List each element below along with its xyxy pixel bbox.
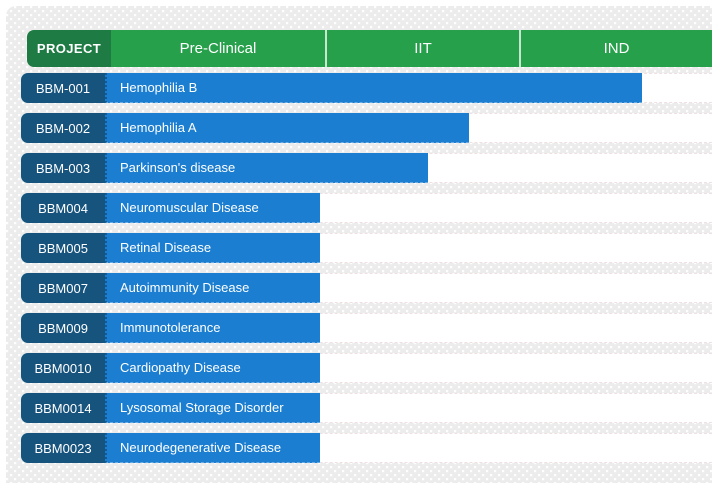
project-id-label: BBM009: [21, 313, 105, 343]
stage-progress-bar: Hemophilia B: [105, 73, 642, 103]
stage-progress-bar: Retinal Disease: [105, 233, 320, 263]
project-id-label: BBM004: [21, 193, 105, 223]
pipeline-row: BBM005 Retinal Disease: [21, 233, 712, 263]
project-id-label: BBM-003: [21, 153, 105, 183]
project-id-label: BBM0010: [21, 353, 105, 383]
pipeline-row: BBM-001 Hemophilia B: [21, 73, 712, 103]
stage-header-iit: IIT: [414, 40, 432, 57]
stage-progress-bar: Autoimmunity Disease: [105, 273, 320, 303]
stage-progress-bar: Immunotolerance: [105, 313, 320, 343]
pipeline-row: BBM-003 Parkinson's disease: [21, 153, 712, 183]
pipeline-row: BBM0014 Lysosomal Storage Disorder: [21, 393, 712, 423]
pipeline-row: BBM-002 Hemophilia A: [21, 113, 712, 143]
project-id-label: BBM0014: [21, 393, 105, 423]
stage-divider: [519, 30, 521, 67]
pipeline-row: BBM0010 Cardiopathy Disease: [21, 353, 712, 383]
stage-progress-bar: Neuromuscular Disease: [105, 193, 320, 223]
stage-header-preclinical: Pre-Clinical: [179, 40, 257, 57]
project-column-header: PROJECT: [27, 30, 111, 67]
stage-header-ind: IND: [603, 40, 630, 57]
stage-progress-bar: Cardiopathy Disease: [105, 353, 320, 383]
pipeline-row: BBM0023 Neurodegenerative Disease: [21, 433, 712, 463]
pipeline-chart-panel: PROJECT Pre-Clinical IIT IND BBM-001 Hemo…: [6, 6, 712, 483]
stage-progress-bar: Hemophilia A: [105, 113, 469, 143]
stage-divider: [325, 30, 327, 67]
project-id-label: BBM-002: [21, 113, 105, 143]
stage-progress-bar: Parkinson's disease: [105, 153, 428, 183]
project-id-label: BBM007: [21, 273, 105, 303]
project-id-label: BBM-001: [21, 73, 105, 103]
pipeline-row: BBM007 Autoimmunity Disease: [21, 273, 712, 303]
project-id-label: BBM0023: [21, 433, 105, 463]
pipeline-row: BBM004 Neuromuscular Disease: [21, 193, 712, 223]
stage-progress-bar: Lysosomal Storage Disorder: [105, 393, 320, 423]
stage-header-bar: [111, 30, 712, 67]
stage-progress-bar: Neurodegenerative Disease: [105, 433, 320, 463]
project-id-label: BBM005: [21, 233, 105, 263]
pipeline-row: BBM009 Immunotolerance: [21, 313, 712, 343]
